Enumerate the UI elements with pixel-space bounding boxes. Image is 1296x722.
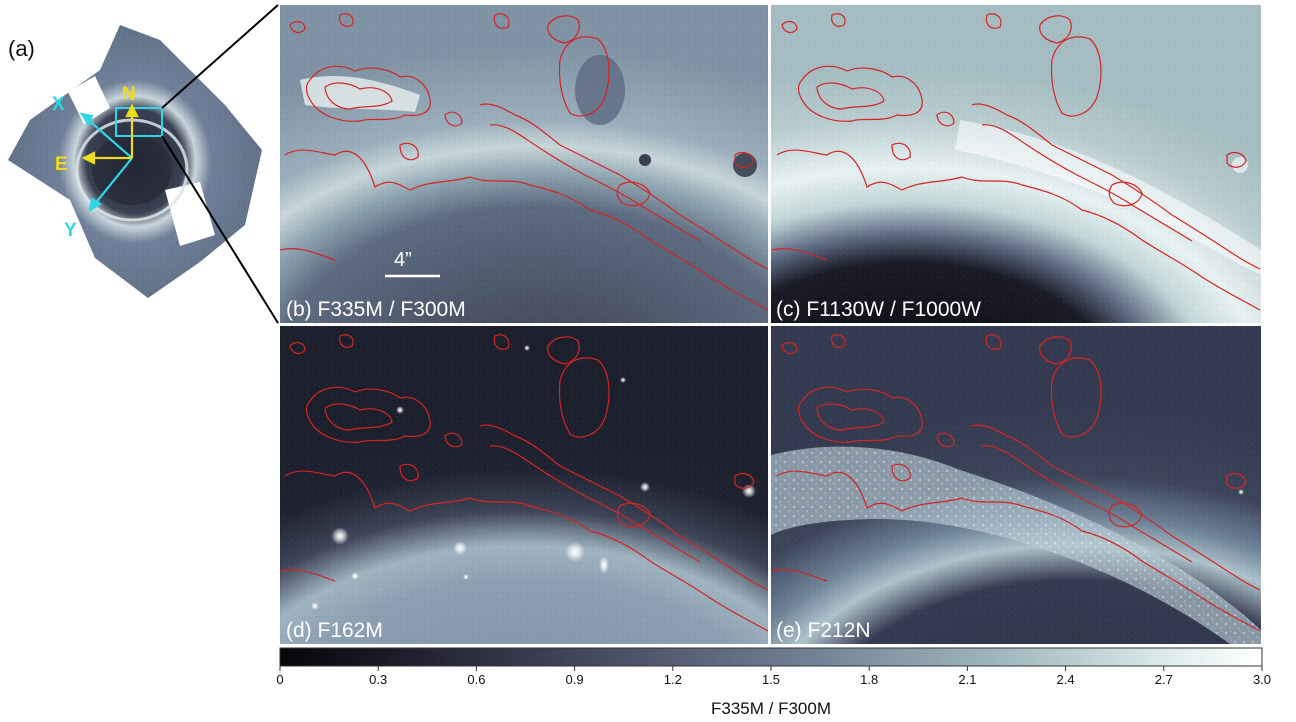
- scale-bar-label: 4”: [394, 249, 412, 271]
- panel-c-label: (c) F1130W / F1000W: [776, 298, 981, 321]
- colorbar-tick-label: 2.4: [1057, 672, 1075, 687]
- colorbar-tick-label: 2.1: [958, 672, 976, 687]
- compass: [81, 103, 139, 165]
- colorbar-label: F335M / F300M: [711, 699, 831, 718]
- overview-label: (a): [8, 36, 35, 61]
- panel-e-label: (e) F212N: [776, 619, 871, 642]
- colorbar-tick-label: 1.8: [860, 672, 878, 687]
- stars-d: [311, 345, 756, 610]
- panel-c: (c) F1130W / F1000W: [771, 5, 1261, 323]
- detector-axes: [79, 112, 133, 213]
- colorbar-ticks: 0 0.3 0.6 0.9 1.2 1.5 1.8 2.1 2.4 2.7 3.0: [276, 666, 1271, 687]
- colorbar-tick-label: 0.9: [566, 672, 584, 687]
- panel-b-label: (b) F335M / F300M: [286, 298, 466, 321]
- zoom-line-bottom: [161, 135, 279, 324]
- colorbar-tick-label: 0: [276, 672, 283, 687]
- colorbar-gradient: [279, 647, 1263, 667]
- colorbar: 0 0.3 0.6 0.9 1.2 1.5 1.8 2.1 2.4 2.7 3.0 F335M / …: [276, 647, 1271, 718]
- panel-d-label: (d) F162M: [286, 619, 383, 642]
- panel-b: 4” (b) F335M / F300M: [280, 5, 768, 323]
- colorbar-tick-label: 1.5: [762, 672, 780, 687]
- panel-d: (d) F162M: [280, 326, 768, 644]
- colorbar-tick-label: 0.3: [369, 672, 387, 687]
- panel-e: (e) F212N: [771, 326, 1261, 644]
- colorbar-tick-label: 2.7: [1155, 672, 1173, 687]
- axis-x-label: X: [52, 94, 65, 115]
- overview-footprint: [8, 25, 262, 298]
- colorbar-tick-label: 3.0: [1253, 672, 1271, 687]
- zoom-box: [115, 107, 163, 137]
- overview-panel: (a) X Y N E: [8, 4, 279, 324]
- colorbar-tick-label: 1.2: [664, 672, 682, 687]
- compass-east-label: E: [55, 154, 68, 175]
- zoom-line-top: [161, 4, 279, 109]
- compass-north-label: N: [122, 84, 136, 105]
- colorbar-tick-label: 0.6: [467, 672, 485, 687]
- axis-y-label: Y: [64, 220, 77, 241]
